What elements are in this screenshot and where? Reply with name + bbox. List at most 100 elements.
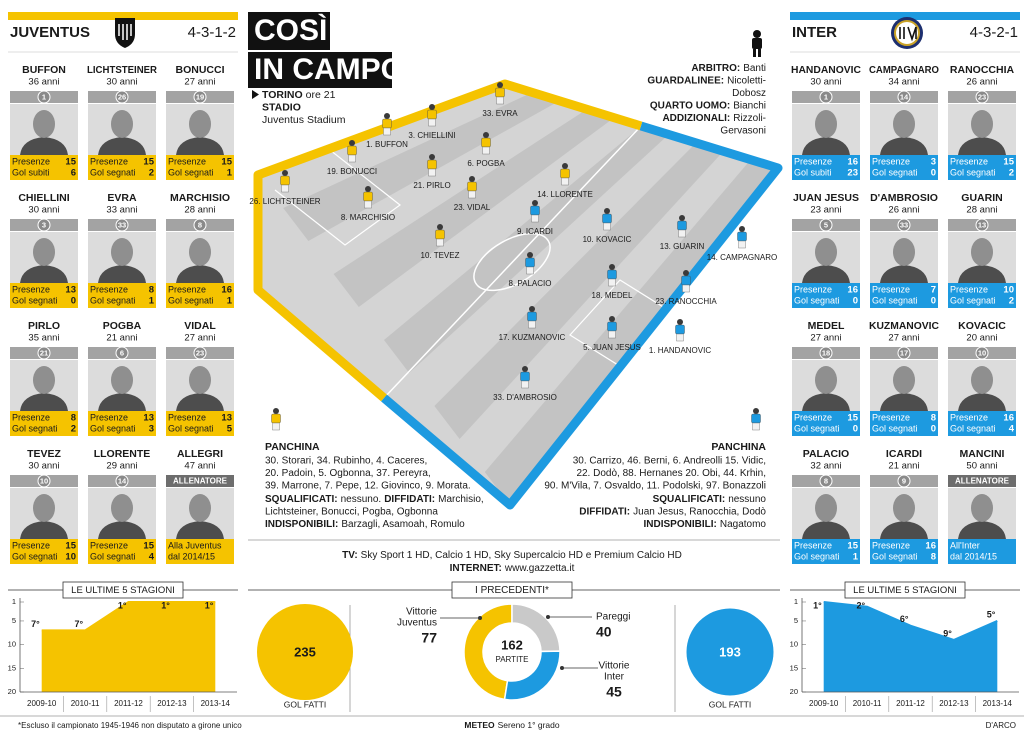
player-number: 23	[196, 348, 204, 357]
stat-label: Gol segnati	[12, 423, 58, 433]
player-age: 21 anni	[106, 333, 137, 344]
player-figure	[527, 306, 537, 329]
stat-value: 15	[847, 541, 858, 552]
label: GUARDALINEE:	[647, 75, 724, 86]
player-name: MANCINI	[960, 448, 1005, 460]
stat-value: 0	[931, 296, 936, 307]
value-label: 9°	[943, 628, 952, 638]
figure-head	[437, 224, 443, 230]
weather: METEO Sereno 1° grado	[464, 720, 560, 730]
label: TV:	[342, 550, 358, 561]
stat-value: 7	[931, 285, 936, 296]
photo-silhouette	[176, 137, 224, 155]
donut-total-label: PARTITE	[495, 655, 528, 664]
figure-shirt	[495, 87, 505, 98]
label: ARBITRO:	[691, 63, 740, 74]
official-line: Dobosz	[732, 88, 766, 99]
value: Rizzoli-	[733, 113, 766, 124]
center-circle	[473, 232, 551, 292]
stats-box	[88, 539, 156, 564]
figure-head	[522, 366, 528, 372]
player-name: POGBA	[103, 320, 142, 332]
stat-label: Presenze	[12, 156, 50, 166]
player-age: 28 anni	[966, 205, 997, 216]
player-age: 23 anni	[810, 205, 841, 216]
team-name: INTER	[792, 24, 837, 41]
season-area	[823, 602, 998, 692]
player-number: 8	[824, 476, 828, 485]
player-age: 34 anni	[888, 77, 919, 88]
stat-label: Presenze	[794, 284, 832, 294]
figure-head	[683, 270, 689, 276]
player-number: 6	[120, 348, 124, 357]
figure-head	[469, 176, 475, 182]
figure-head	[282, 170, 288, 176]
player-number: 17	[900, 348, 908, 357]
stat-label: Gol segnati	[12, 551, 58, 561]
role-bar	[166, 475, 234, 487]
player-name: ICARDI	[886, 448, 922, 460]
lineup-label: 8. MARCHISIO	[341, 213, 395, 222]
photo-head	[893, 238, 915, 266]
availability-line: SQUALIFICATI: nessuno	[653, 494, 767, 505]
photo-head	[815, 238, 837, 266]
photo-head	[189, 366, 211, 394]
player-name: CAMPAGNARO	[869, 64, 939, 76]
stats-box	[792, 539, 860, 564]
player-figure	[737, 226, 747, 249]
figure-legs	[528, 320, 536, 329]
photo-silhouette	[958, 393, 1006, 411]
chart-title-box	[62, 581, 184, 599]
y-tick-label: 10	[8, 640, 16, 649]
stat-value: 15	[143, 157, 154, 168]
official-line: QUARTO UOMO: Bianchi	[650, 100, 766, 111]
photo-silhouette	[958, 137, 1006, 155]
segment-value: 40	[596, 624, 612, 640]
stat-label: Presenze	[950, 412, 988, 422]
stat-label: Presenze	[950, 284, 988, 294]
season-area	[41, 602, 216, 692]
value: www.gazzetta.it	[504, 563, 575, 574]
stat-value: 0	[931, 168, 936, 179]
stats-box	[88, 283, 156, 308]
player-number: 3	[42, 220, 46, 229]
label: INTERNET:	[450, 563, 502, 574]
player-name: JUAN JESUS	[793, 192, 859, 204]
logo-shield	[115, 18, 135, 48]
player-age: 27 anni	[888, 333, 919, 344]
stat-label: Gol segnati	[872, 167, 918, 177]
logo-inner	[894, 20, 920, 46]
value-label: 1°	[118, 600, 127, 610]
figure-shirt	[347, 145, 357, 156]
number-badge	[897, 90, 911, 104]
figure-shirt	[271, 413, 281, 424]
stat-label: Gol segnati	[90, 551, 136, 561]
player-number: 33	[118, 220, 126, 229]
player-figure	[607, 316, 617, 339]
official-line: ARBITRO: Banti	[691, 63, 766, 74]
label: INDISPONIBILI:	[265, 519, 338, 530]
pitch-stripe	[434, 142, 724, 440]
player-number: 1	[824, 92, 828, 101]
logo-mark	[899, 26, 917, 42]
figure-legs	[752, 422, 760, 431]
player-age: 26 anni	[966, 77, 997, 88]
player-figure	[602, 208, 612, 231]
stat-label: Gol segnati	[168, 167, 214, 177]
player-age: 20 anni	[966, 333, 997, 344]
stat-value: 15	[1003, 157, 1014, 168]
stat-label: Gol segnati	[12, 295, 58, 305]
label: TORINO	[262, 89, 303, 101]
bench-line: 30. Storari, 34. Rubinho, 4. Caceres,	[265, 456, 427, 467]
lineup-label: 33. D'AMBROSIO	[493, 393, 557, 402]
player-number: 18	[822, 348, 830, 357]
figure-legs	[608, 330, 616, 339]
leader-dot	[478, 616, 482, 620]
value-label: 5°	[987, 609, 996, 619]
player-number: 13	[978, 220, 986, 229]
stat-label: Gol segnati	[90, 295, 136, 305]
stats-box	[88, 411, 156, 436]
lineup-label: 1. HANDANOVIC	[649, 346, 711, 355]
figure-legs	[738, 240, 746, 249]
player-age: 30 anni	[106, 77, 137, 88]
